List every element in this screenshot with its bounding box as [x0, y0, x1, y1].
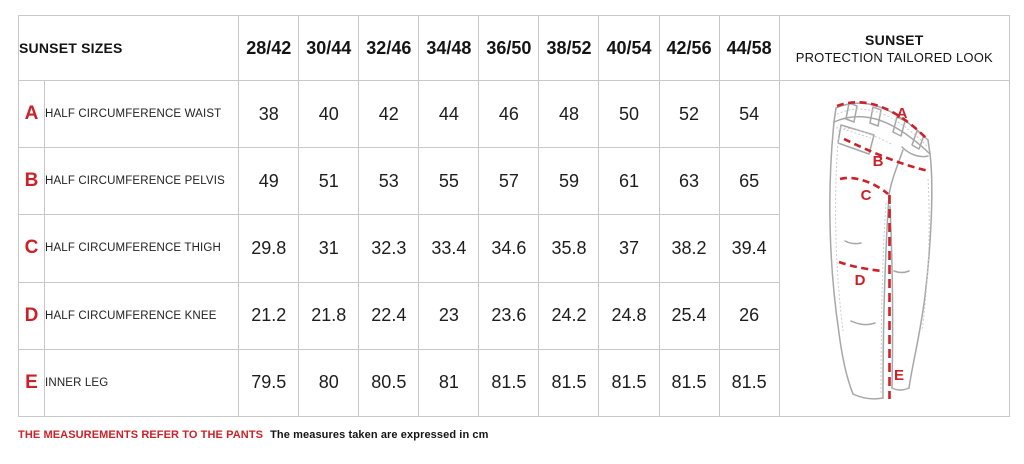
row-letter: D	[17, 281, 46, 350]
cell-value: 37	[598, 214, 660, 283]
row-letter: B	[17, 147, 46, 216]
cell-value: 53	[358, 147, 420, 216]
cell-value: 23.6	[478, 281, 540, 350]
cell-value: 61	[598, 147, 660, 216]
footnote-black-text: The measures taken are expressed in cm	[270, 429, 489, 441]
cell-value: 42	[358, 79, 420, 149]
measure-lines	[836, 101, 930, 399]
product-name: SUNSET	[865, 31, 924, 48]
product-header: SUNSET PROTECTION TAILORED LOOK	[778, 15, 1011, 81]
row-label: HALF CIRCUMFERENCE PELVIS	[44, 147, 240, 216]
size-column-header: 38/52	[538, 15, 600, 81]
cell-value: 29.8	[238, 214, 300, 283]
cell-value: 32.3	[358, 214, 420, 283]
cell-value: 46	[478, 79, 540, 149]
cell-value: 21.8	[298, 281, 360, 350]
cell-value: 57	[478, 147, 540, 216]
cell-value: 81.5	[658, 348, 720, 418]
cell-value: 81.5	[598, 348, 660, 418]
size-column-header: 44/58	[718, 15, 780, 81]
row-letter: A	[17, 79, 46, 149]
cell-value: 80.5	[358, 348, 420, 418]
cell-value: 44	[418, 79, 480, 149]
header-row: SUNSET SIZES 28/42 30/44 32/46 34/48 36/…	[17, 15, 1011, 81]
cell-value: 81.5	[478, 348, 540, 418]
cell-value: 52	[658, 79, 720, 149]
cell-value: 48	[538, 79, 600, 149]
pants-measurement-diagram: A B C D E	[778, 80, 1011, 417]
cell-value: 81	[418, 348, 480, 418]
cell-value: 34.6	[478, 214, 540, 283]
cell-value: 25.4	[658, 281, 720, 350]
size-column-header: 32/46	[358, 15, 420, 81]
cell-value: 80	[298, 348, 360, 418]
cell-value: 21.2	[238, 281, 300, 350]
cell-value: 50	[598, 79, 660, 149]
cell-value: 26	[718, 281, 780, 350]
table-title: SUNSET SIZES	[17, 15, 240, 81]
footnote-red-text: THE MEASUREMENTS REFER TO THE PANTS	[18, 429, 264, 441]
cell-value: 33.4	[418, 214, 480, 283]
row-label: HALF CIRCUMFERENCE WAIST	[44, 79, 240, 149]
measurement-footnote: THE MEASUREMENTS REFER TO THE PANTS The m…	[18, 429, 489, 441]
measure-label-c: C	[861, 187, 872, 204]
cell-value: 24.2	[538, 281, 600, 350]
row-letter: E	[17, 348, 46, 418]
size-chart-table: SUNSET SIZES 28/42 30/44 32/46 34/48 36/…	[17, 15, 1011, 418]
table-row-inner-leg: E INNER LEG 79.5 80 80.5 81 81.5 81.5 81…	[17, 348, 1010, 418]
size-column-header: 30/44	[298, 15, 360, 81]
cell-value: 38	[238, 79, 300, 149]
cell-value: 35.8	[538, 214, 600, 283]
stitch-lines	[835, 108, 930, 394]
measure-label-d: D	[855, 272, 866, 289]
row-label: INNER LEG	[44, 348, 240, 418]
table-row-thigh: C HALF CIRCUMFERENCE THIGH 29.8 31 32.3 …	[17, 214, 1010, 283]
size-column-header: 36/50	[478, 15, 540, 81]
measure-labels: A B C D E	[855, 105, 908, 384]
measure-line-d	[838, 260, 884, 273]
cell-value: 63	[658, 147, 720, 216]
cell-value: 51	[298, 147, 360, 216]
cell-value: 81.5	[718, 348, 780, 418]
table-row-knee: D HALF CIRCUMFERENCE KNEE 21.2 21.8 22.4…	[17, 281, 1010, 350]
cell-value: 24.8	[598, 281, 660, 350]
size-column-header: 42/56	[658, 15, 720, 81]
measure-line-c	[839, 176, 890, 195]
pants-outline	[829, 102, 933, 400]
cell-value: 38.2	[658, 214, 720, 283]
cell-value: 49	[238, 147, 300, 216]
measure-line-b	[843, 137, 930, 173]
cell-value: 22.4	[358, 281, 420, 350]
size-column-header: 40/54	[598, 15, 660, 81]
row-letter: C	[17, 214, 46, 283]
measure-label-e: E	[894, 367, 904, 384]
cell-value: 40	[298, 79, 360, 149]
cell-value: 23	[418, 281, 480, 350]
product-subtitle: PROTECTION TAILORED LOOK	[795, 49, 993, 65]
measure-label-b: B	[873, 153, 884, 170]
cell-value: 55	[418, 147, 480, 216]
cell-value: 39.4	[718, 214, 780, 283]
cell-value: 81.5	[538, 348, 600, 418]
size-column-header: 28/42	[238, 15, 300, 81]
size-column-header: 34/48	[418, 15, 480, 81]
cell-value: 65	[718, 147, 780, 216]
cell-value: 54	[718, 79, 780, 149]
row-label: HALF CIRCUMFERENCE KNEE	[44, 281, 240, 350]
pants-diagram-svg: A B C D E	[829, 101, 933, 400]
row-label: HALF CIRCUMFERENCE THIGH	[44, 214, 240, 283]
table-row-pelvis: B HALF CIRCUMFERENCE PELVIS 49 51 53 55 …	[17, 147, 1010, 216]
table-row-waist: A HALF CIRCUMFERENCE WAIST 38 40 42 44 4…	[17, 79, 1011, 417]
measure-line-a	[836, 101, 928, 139]
cell-value: 31	[298, 214, 360, 283]
cell-value: 59	[538, 147, 600, 216]
measure-label-a: A	[897, 105, 908, 122]
cell-value: 79.5	[238, 348, 300, 418]
